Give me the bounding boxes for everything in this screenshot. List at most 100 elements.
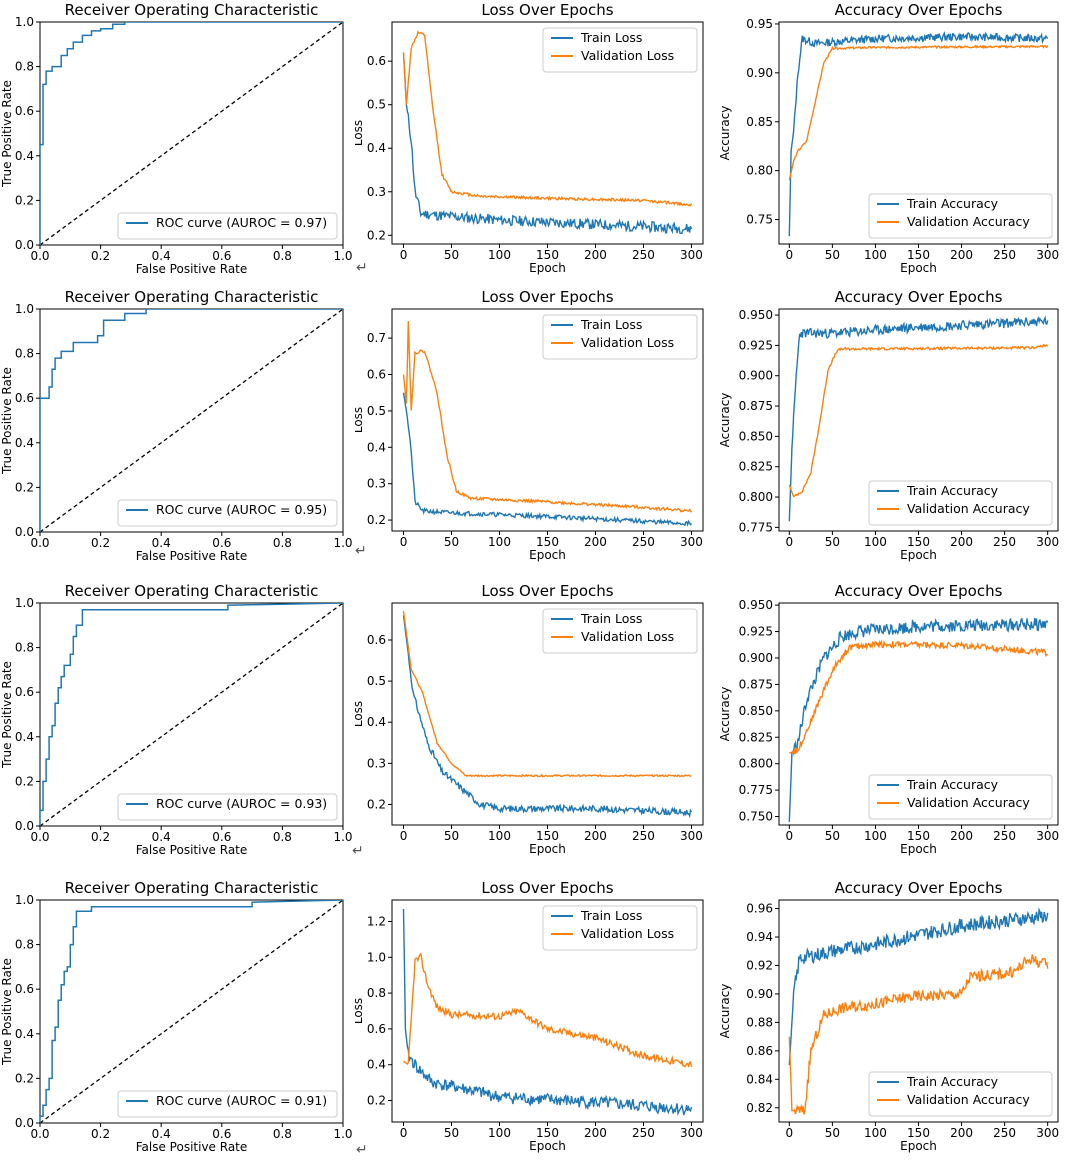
legend-label: Train Accuracy: [906, 1074, 999, 1089]
y-tick-label: 0.94: [746, 930, 773, 944]
x-axis-label: Epoch: [900, 261, 937, 275]
loss-chart-panel: Loss Over Epochs 0 50 100 150 200 250 300 0.2 0.3…: [355, 0, 712, 285]
train-series-line: [788, 315, 1049, 522]
legend-box: [868, 1071, 1053, 1117]
x-tick-label: 150: [907, 1126, 930, 1140]
legend-box: [117, 793, 338, 821]
plot-frame: [39, 602, 344, 827]
roc-chart: Receiver Operating Characteristic 0.0 0.2 0…: [0, 288, 353, 563]
y-tick-label: 0.80: [746, 164, 773, 178]
y-tick-label: 0.84: [746, 1072, 773, 1086]
x-tick-label: 1.0: [333, 1127, 352, 1141]
legend-label: Validation Loss: [581, 629, 674, 644]
x-tick-label: 50: [825, 535, 840, 549]
y-axis-label: Loss: [355, 120, 365, 146]
x-axis-label: False Positive Rate: [136, 262, 248, 276]
y-tick-label: 0.4: [367, 1058, 386, 1072]
legend-label: Train Accuracy: [906, 483, 999, 498]
y-tick-label: 0.8: [15, 938, 34, 952]
x-tick-label: 150: [536, 829, 559, 843]
x-tick-label: 0.8: [273, 249, 292, 263]
x-tick-label: 100: [864, 829, 887, 843]
y-axis-label: Loss: [355, 998, 365, 1024]
chart-title: Receiver Operating Characteristic: [65, 288, 319, 306]
loss-chart-panel: Loss Over Epochs 0 50 100 150 200 250 300 0.2 0.3…: [355, 581, 712, 866]
acc-chart: Accuracy Over Epochs 0 50 100 150 200 250 300 0.…: [718, 288, 1059, 562]
x-tick-label: 0: [786, 248, 794, 262]
x-tick-label: 200: [950, 535, 973, 549]
y-tick-label: 0.950: [739, 598, 773, 612]
x-tick-label: 150: [536, 248, 559, 262]
roc-curve-line: [40, 22, 343, 245]
x-tick-label: 100: [864, 535, 887, 549]
legend-box: [117, 499, 338, 527]
loss-chart: Loss Over Epochs 0 50 100 150 200 250 300 0.2 0.3…: [355, 1, 704, 275]
x-tick-label: 150: [536, 1126, 559, 1140]
y-tick-label: 0.0: [15, 819, 34, 833]
x-tick-label: 0.2: [91, 1127, 110, 1141]
acc-chart-panel: Accuracy Over Epochs 0 50 100 150 200 250 300 0.…: [712, 878, 1065, 1163]
x-tick-label: 0.0: [30, 249, 49, 263]
loss-chart-panel: Loss Over Epochs 0 50 100 150 200 250 300 0.2 0.4…: [355, 878, 712, 1163]
legend-label: Validation Loss: [581, 48, 674, 63]
legend-label: Train Loss: [580, 611, 642, 626]
x-tick-label: 200: [950, 829, 973, 843]
legend-box: [868, 774, 1053, 820]
legend-box: [542, 314, 698, 360]
y-axis-label: True Positive Rate: [0, 661, 14, 769]
validation-series-line: [788, 343, 1049, 498]
y-axis-label: Loss: [355, 407, 365, 433]
x-axis-label: Epoch: [529, 842, 566, 856]
y-axis-label: Loss: [355, 701, 365, 727]
return-mark: ↵: [356, 260, 368, 276]
y-tick-label: 0.2: [367, 228, 386, 242]
chart-title: Accuracy Over Epochs: [835, 879, 1003, 897]
x-axis-label: False Positive Rate: [136, 1140, 248, 1154]
y-tick-label: 1.0: [15, 596, 34, 610]
x-tick-label: 0.4: [152, 1127, 171, 1141]
y-axis-label: Accuracy: [718, 393, 732, 448]
y-tick-label: 0.900: [739, 369, 773, 383]
y-tick-label: 0.800: [739, 490, 773, 504]
x-axis-label: Epoch: [529, 1139, 566, 1153]
roc-curve-line: [40, 603, 343, 826]
x-tick-label: 200: [950, 248, 973, 262]
legend-label: Validation Accuracy: [907, 795, 1030, 810]
chart-title: Loss Over Epochs: [481, 288, 613, 306]
x-tick-label: 100: [488, 829, 511, 843]
x-tick-label: 0: [786, 829, 794, 843]
legend: Train Accuracy Validation Accuracy: [868, 193, 1053, 239]
roc-chart: Receiver Operating Characteristic 0.0 0.2 0…: [0, 582, 353, 857]
roc-curve-line: [40, 900, 343, 1123]
x-tick-label: 0.8: [273, 536, 292, 550]
y-tick-label: 0.2: [15, 480, 34, 494]
legend-label: ROC curve (AUROC = 0.95): [156, 502, 327, 517]
y-tick-label: 0.775: [739, 783, 773, 797]
y-tick-label: 0.6: [15, 982, 34, 996]
legend: ROC curve (AUROC = 0.91): [117, 1090, 338, 1118]
x-tick-label: 0.2: [91, 830, 110, 844]
x-tick-label: 0.8: [273, 830, 292, 844]
x-axis-label: Epoch: [529, 261, 566, 275]
y-tick-label: 0.925: [739, 625, 773, 639]
y-tick-label: 0.2: [367, 797, 386, 811]
y-tick-label: 0.5: [367, 404, 386, 418]
y-tick-label: 0.4: [15, 436, 34, 450]
y-tick-label: 0.800: [739, 757, 773, 771]
y-tick-label: 0.5: [367, 98, 386, 112]
acc-chart-panel: Accuracy Over Epochs 0 50 100 150 200 250 300 0.…: [712, 287, 1065, 572]
x-tick-label: 250: [993, 248, 1016, 262]
x-tick-label: 300: [1036, 248, 1059, 262]
x-tick-label: 250: [993, 535, 1016, 549]
y-axis-label: True Positive Rate: [0, 958, 14, 1066]
roc-chart-panel: Receiver Operating Characteristic 0.0 0.2 0…: [0, 0, 355, 285]
acc-chart-panel: Accuracy Over Epochs 0 50 100 150 200 250 300 0.…: [712, 0, 1065, 285]
x-tick-label: 0.0: [30, 1127, 49, 1141]
y-tick-label: 0.3: [367, 185, 386, 199]
train-series-line: [402, 908, 693, 1117]
x-tick-label: 0.4: [152, 536, 171, 550]
y-tick-label: 0.3: [367, 756, 386, 770]
x-tick-label: 200: [584, 248, 607, 262]
x-tick-label: 1.0: [333, 830, 352, 844]
x-tick-label: 200: [950, 1126, 973, 1140]
